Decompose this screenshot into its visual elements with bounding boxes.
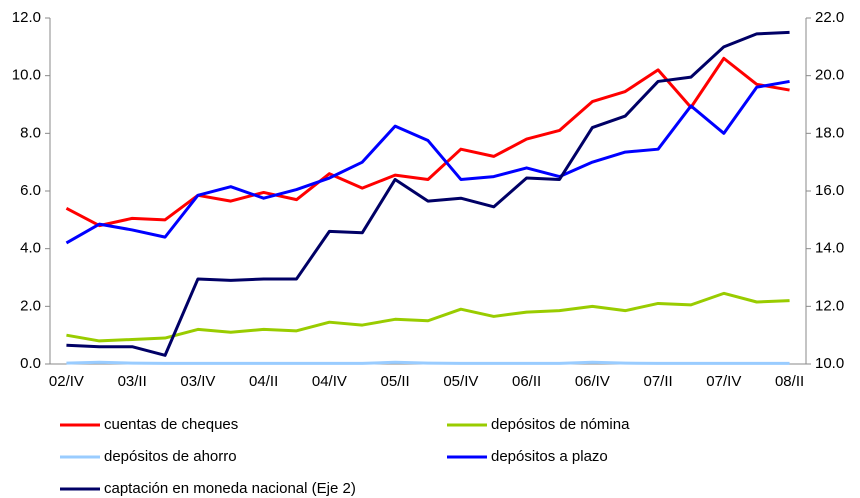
y2-tick-label: 12.0	[815, 297, 844, 314]
series-line	[65, 56, 790, 228]
x-tick-label: 08/II	[775, 373, 804, 390]
y2-tick-label: 20.0	[815, 67, 844, 84]
x-tick-label: 06/II	[512, 373, 541, 390]
series-line	[66, 30, 790, 357]
y-tick-label: 2.0	[20, 297, 41, 314]
y2-tick-label: 16.0	[815, 182, 844, 199]
y-tick-label: 8.0	[20, 124, 41, 141]
x-tick-label: 02/IV	[49, 373, 84, 390]
x-tick-label: 04/IV	[312, 373, 347, 390]
x-tick-label: 03/IV	[180, 373, 215, 390]
y-tick-label: 4.0	[20, 240, 41, 257]
series-line	[65, 79, 790, 245]
x-tick-label: 07/II	[643, 373, 672, 390]
series-line	[66, 360, 790, 365]
x-tick-label: 05/IV	[443, 373, 478, 390]
x-tick-label: 04/II	[249, 373, 278, 390]
y2-tick-label: 22.0	[815, 9, 844, 26]
legend-label: depósitos a plazo	[491, 448, 608, 465]
y-tick-label: 10.0	[12, 67, 41, 84]
y-tick-label: 6.0	[20, 182, 41, 199]
x-tick-label: 07/IV	[706, 373, 741, 390]
series-line	[66, 291, 790, 343]
y-tick-label: 12.0	[12, 9, 41, 26]
legend-label: cuentas de cheques	[104, 416, 238, 433]
x-tick-label: 03/II	[118, 373, 147, 390]
legend-label: depósitos de ahorro	[104, 448, 237, 465]
x-tick-label: 05/II	[381, 373, 410, 390]
y2-tick-label: 14.0	[815, 240, 844, 257]
y-tick-label: 0.0	[20, 355, 41, 372]
y2-tick-label: 18.0	[815, 124, 844, 141]
legend-label: captación en moneda nacional (Eje 2)	[104, 480, 356, 497]
legend-label: depósitos de nómina	[491, 416, 630, 433]
x-tick-label: 06/IV	[575, 373, 610, 390]
y2-tick-label: 10.0	[815, 355, 844, 372]
